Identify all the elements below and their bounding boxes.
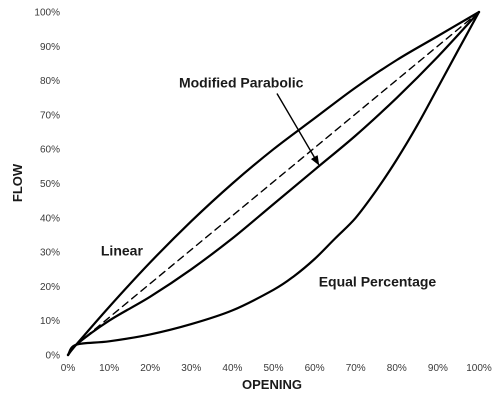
annotation-modified-parabolic: Modified Parabolic <box>179 74 304 90</box>
y-tick-label: 50% <box>40 179 60 190</box>
y-tick-label: 30% <box>40 248 60 259</box>
y-axis-ticks: 0% 10% 20% 30% 40% 50% 60% 70% 80% 90% 100% <box>34 8 60 362</box>
y-tick-label: 90% <box>40 42 60 53</box>
y-tick-label: 100% <box>34 8 60 19</box>
x-tick-label: 10% <box>99 363 119 374</box>
x-tick-label: 90% <box>428 363 448 374</box>
y-tick-label: 0% <box>46 351 61 362</box>
x-axis-ticks: 0% 10% 20% 30% 40% 50% 60% 70% 80% 90% 100% <box>61 363 492 374</box>
annotations: Modified Parabolic Linear Equal Percentage <box>101 74 437 289</box>
x-tick-label: 60% <box>305 363 325 374</box>
annotation-linear: Linear <box>101 243 144 259</box>
x-tick-label: 100% <box>466 363 492 374</box>
y-tick-label: 20% <box>40 282 60 293</box>
plot-area <box>66 10 481 357</box>
x-tick-label: 40% <box>222 363 242 374</box>
y-tick-label: 60% <box>40 145 60 156</box>
y-tick-label: 70% <box>40 110 60 121</box>
series-line-equal-percentage <box>66 10 481 357</box>
x-tick-label: 20% <box>140 363 160 374</box>
series-line-reference <box>75 11 480 346</box>
x-tick-label: 30% <box>181 363 201 374</box>
x-axis-title: OPENING <box>242 377 302 392</box>
y-tick-label: 80% <box>40 76 60 87</box>
annotation-arrow <box>276 93 320 166</box>
series-line-modified-parabolic <box>66 10 481 357</box>
series-line-linear <box>66 10 481 357</box>
y-tick-label: 10% <box>40 316 60 327</box>
x-tick-label: 80% <box>387 363 407 374</box>
x-tick-label: 0% <box>61 363 76 374</box>
x-tick-label: 70% <box>346 363 366 374</box>
annotation-equal-percentage: Equal Percentage <box>319 273 437 289</box>
x-tick-label: 50% <box>263 363 283 374</box>
y-axis-title: FLOW <box>10 163 25 202</box>
y-tick-label: 40% <box>40 213 60 224</box>
